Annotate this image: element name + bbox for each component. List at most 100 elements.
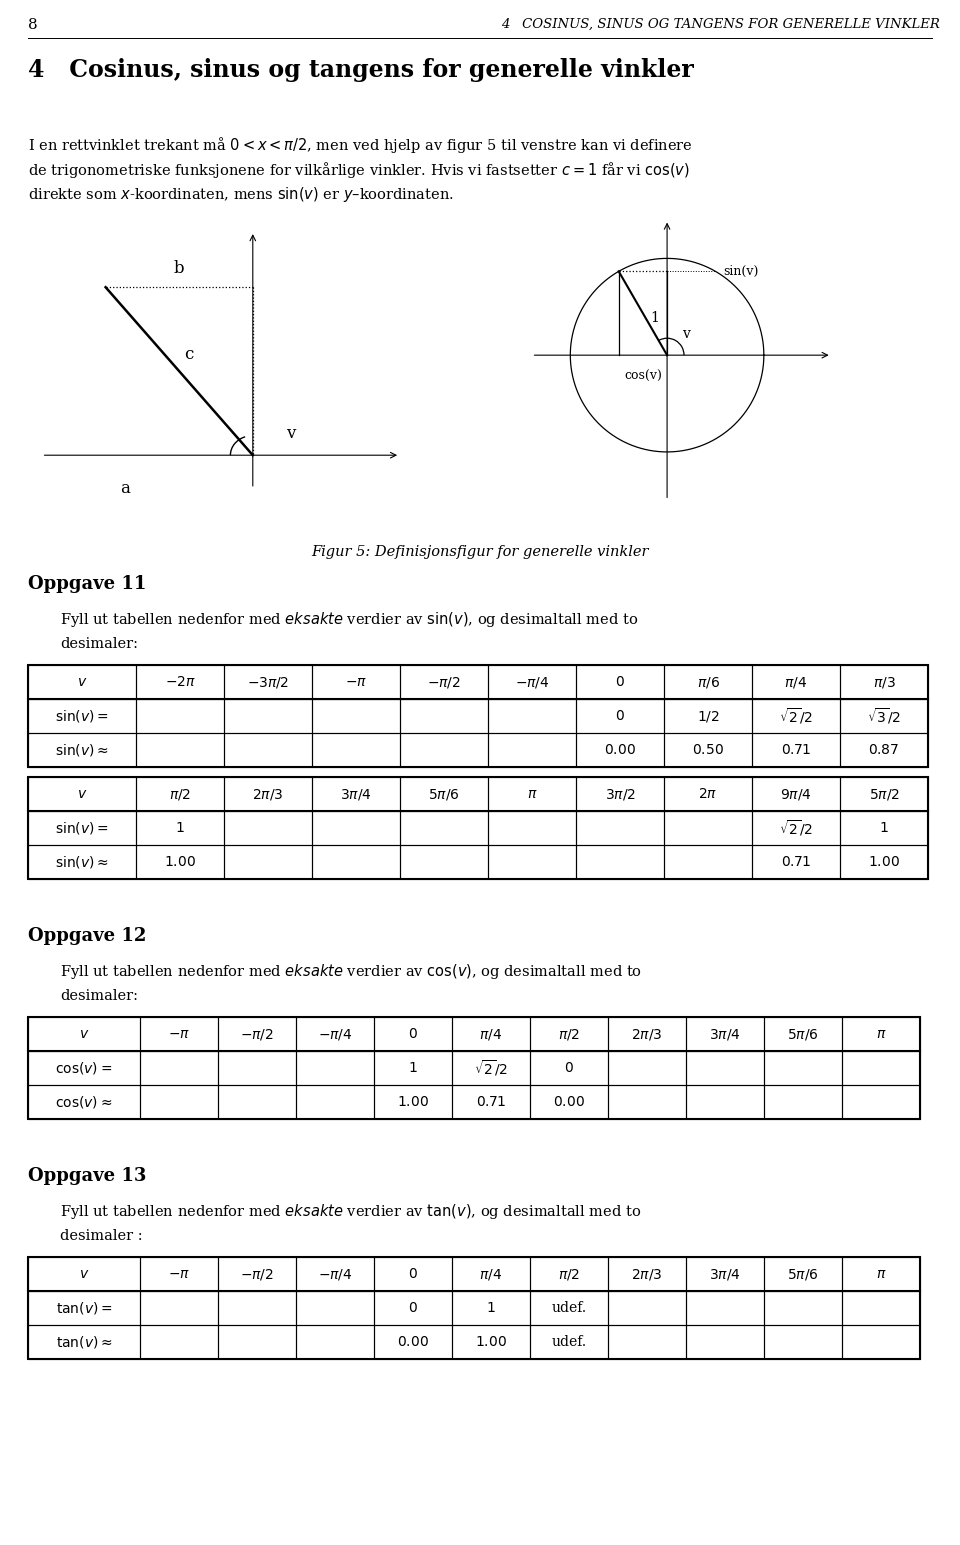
Bar	[576, 698, 664, 732]
Text: Fyll ut tabellen nedenfor med $\mathit{eksakte}$ verdier av $\sin(v)$, og desima: Fyll ut tabellen nedenfor med $\mathit{e…	[60, 610, 638, 629]
Bar	[452, 1085, 530, 1119]
Bar	[312, 664, 400, 698]
Text: $\sqrt{2}/2$: $\sqrt{2}/2$	[780, 706, 813, 726]
Bar	[28, 1051, 140, 1085]
Bar	[312, 811, 400, 845]
Bar	[842, 1085, 920, 1119]
Bar	[842, 1258, 920, 1292]
Bar	[530, 1051, 608, 1085]
Text: $0$: $0$	[564, 1061, 574, 1075]
Text: $-2\pi$: $-2\pi$	[164, 675, 196, 689]
Text: $-\pi/2$: $-\pi/2$	[240, 1267, 274, 1281]
Bar	[296, 1085, 374, 1119]
Bar	[28, 664, 928, 766]
Bar	[400, 732, 488, 766]
Bar	[608, 1292, 686, 1326]
Bar	[488, 732, 576, 766]
Text: $-\pi/2$: $-\pi/2$	[427, 675, 461, 689]
Bar	[764, 1085, 842, 1119]
Bar	[752, 811, 840, 845]
Text: $\pi/4$: $\pi/4$	[479, 1267, 502, 1281]
Bar	[374, 1258, 452, 1292]
Bar	[530, 1292, 608, 1326]
Bar	[136, 777, 224, 811]
Bar	[576, 811, 664, 845]
Bar	[218, 1326, 296, 1360]
Bar	[488, 845, 576, 879]
Bar	[400, 698, 488, 732]
Bar	[218, 1017, 296, 1051]
Bar	[686, 1292, 764, 1326]
Bar	[28, 845, 136, 879]
Bar	[840, 664, 928, 698]
Text: $\pi/2$: $\pi/2$	[558, 1267, 580, 1281]
Text: $1$: $1$	[879, 820, 889, 834]
Bar	[840, 777, 928, 811]
Text: $\pi/4$: $\pi/4$	[479, 1026, 502, 1041]
Bar	[752, 732, 840, 766]
Text: $\sqrt{3}/2$: $\sqrt{3}/2$	[867, 706, 900, 726]
Text: $5\pi/6$: $5\pi/6$	[787, 1267, 819, 1281]
Text: $2\pi$: $2\pi$	[698, 786, 718, 800]
Text: $\tan(v) =$: $\tan(v) =$	[56, 1299, 112, 1316]
Text: $1.00$: $1.00$	[397, 1095, 429, 1109]
Bar	[28, 732, 136, 766]
Bar	[224, 732, 312, 766]
Bar	[374, 1326, 452, 1360]
Bar	[842, 1051, 920, 1085]
Bar	[488, 664, 576, 698]
Text: v: v	[286, 425, 296, 442]
Bar	[530, 1326, 608, 1360]
Text: $\pi$: $\pi$	[527, 786, 538, 800]
Bar	[664, 664, 752, 698]
Bar	[224, 811, 312, 845]
Text: $3\pi/4$: $3\pi/4$	[709, 1267, 741, 1281]
Text: $1/2$: $1/2$	[697, 709, 719, 723]
Text: $9\pi/4$: $9\pi/4$	[780, 786, 812, 802]
Text: 1: 1	[650, 311, 659, 324]
Bar	[488, 777, 576, 811]
Text: $0.71$: $0.71$	[476, 1095, 506, 1109]
Text: c: c	[184, 346, 194, 363]
Text: $\sin(v) \approx$: $\sin(v) \approx$	[55, 742, 108, 759]
Text: udef.: udef.	[551, 1335, 587, 1349]
Bar	[224, 777, 312, 811]
Bar	[608, 1326, 686, 1360]
Text: $1$: $1$	[408, 1061, 418, 1075]
Bar	[140, 1292, 218, 1326]
Text: $\pi/3$: $\pi/3$	[873, 675, 896, 689]
Bar	[608, 1085, 686, 1119]
Text: 4   Cosinus, sinus og tangens for generelle vinkler: 4 Cosinus, sinus og tangens for generell…	[28, 59, 694, 82]
Bar	[296, 1292, 374, 1326]
Bar	[752, 845, 840, 879]
Bar	[296, 1258, 374, 1292]
Bar	[224, 845, 312, 879]
Text: $0.00$: $0.00$	[604, 743, 636, 757]
Bar	[452, 1258, 530, 1292]
Bar	[764, 1258, 842, 1292]
Bar	[374, 1292, 452, 1326]
Bar	[28, 811, 136, 845]
Text: de trigonometriske funksjonene for vilkårlige vinkler. Hvis vi fastsetter $c = 1: de trigonometriske funksjonene for vilkå…	[28, 161, 690, 181]
Bar	[140, 1258, 218, 1292]
Bar	[374, 1017, 452, 1051]
Bar	[686, 1326, 764, 1360]
Bar	[752, 777, 840, 811]
Text: $2\pi/3$: $2\pi/3$	[632, 1267, 662, 1281]
Text: $-\pi/4$: $-\pi/4$	[515, 675, 549, 689]
Bar	[28, 1017, 920, 1119]
Bar	[764, 1017, 842, 1051]
Bar	[576, 845, 664, 879]
Bar	[842, 1326, 920, 1360]
Bar	[576, 777, 664, 811]
Text: $5\pi/2$: $5\pi/2$	[869, 786, 900, 802]
Text: Oppgave 13: Oppgave 13	[28, 1166, 146, 1185]
Bar	[136, 732, 224, 766]
Bar	[224, 664, 312, 698]
Text: $2\pi/3$: $2\pi/3$	[632, 1026, 662, 1041]
Bar	[28, 1085, 140, 1119]
Bar	[28, 1292, 140, 1326]
Bar	[140, 1085, 218, 1119]
Bar	[140, 1017, 218, 1051]
Text: $0$: $0$	[615, 709, 625, 723]
